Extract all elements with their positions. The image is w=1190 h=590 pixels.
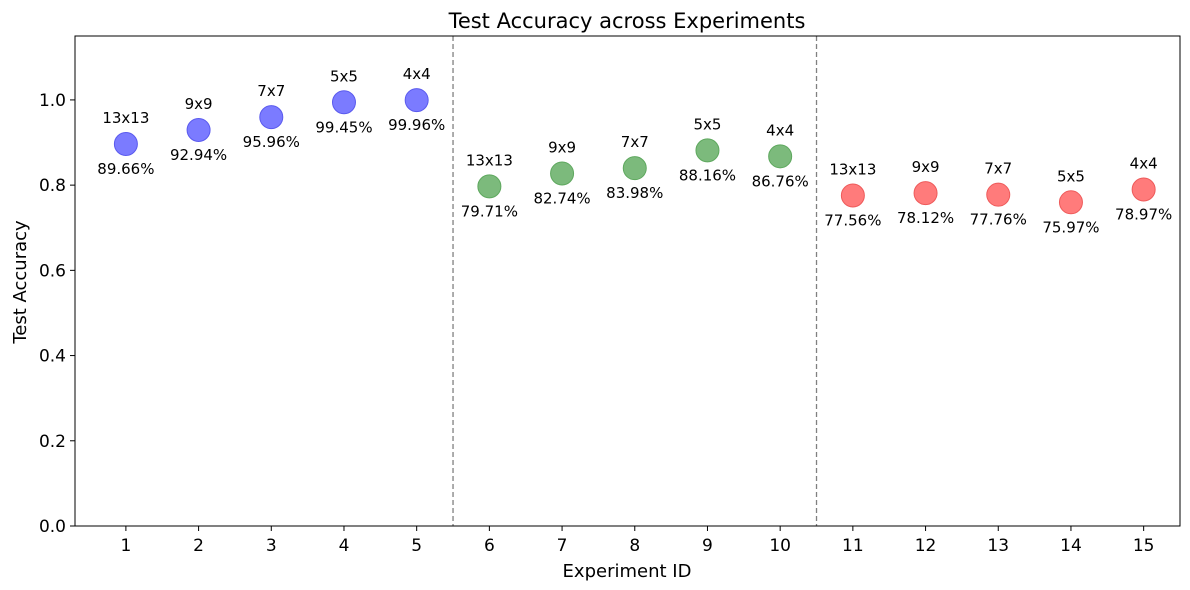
x-tick-label: 13: [987, 536, 1009, 556]
x-tick-label: 5: [411, 536, 422, 556]
accuracy-label-box: [747, 169, 814, 192]
x-tick-label: 10: [769, 536, 791, 556]
x-axis-label: Experiment ID: [563, 561, 692, 582]
kernel-label: 4x4: [403, 65, 431, 83]
data-point: [913, 181, 938, 206]
x-tick-label: 12: [915, 536, 937, 556]
data-point: [113, 131, 138, 156]
kernel-label: 7x7: [257, 82, 285, 100]
y-tick-label: 0.2: [39, 432, 66, 452]
x-tick-label: 8: [629, 536, 640, 556]
accuracy-label: 75.97%: [1042, 218, 1099, 236]
data-point: [768, 144, 793, 169]
y-axis-label: Test Accuracy: [10, 220, 31, 345]
x-tick-label: 15: [1133, 536, 1155, 556]
kernel-label: 4x4: [1130, 155, 1158, 173]
accuracy-label-box: [601, 181, 668, 204]
data-point: [1131, 177, 1156, 202]
data-point: [331, 90, 356, 115]
data-point: [622, 156, 647, 181]
accuracy-label: 88.16%: [679, 166, 736, 184]
accuracy-label: 77.56%: [824, 212, 881, 230]
y-tick-label: 1.0: [39, 91, 66, 111]
data-point: [695, 138, 720, 163]
x-tick-label: 3: [266, 536, 277, 556]
chart-title: Test Accuracy across Experiments: [448, 9, 806, 33]
kernel-label: 7x7: [984, 160, 1012, 178]
accuracy-label-box: [965, 207, 1032, 230]
accuracy-label: 78.97%: [1115, 206, 1172, 224]
data-point: [986, 182, 1011, 207]
plot-area: 0.00.20.40.60.81.01 2 3 4 5 6 7 8 9 10 11 12 13 14 151…: [39, 35, 1181, 556]
kernel-label: 13x13: [829, 161, 876, 179]
kernel-label: 4x4: [766, 121, 794, 139]
kernel-label: 7x7: [621, 133, 649, 151]
y-tick-label: 0.0: [39, 517, 66, 537]
plot-frame: [74, 35, 1181, 527]
accuracy-label-box: [165, 142, 232, 165]
y-tick-label: 0.8: [39, 176, 66, 196]
accuracy-label: 99.45%: [315, 118, 372, 136]
x-tick-label: 6: [484, 536, 495, 556]
x-tick-label: 2: [193, 536, 204, 556]
data-point: [550, 161, 575, 186]
accuracy-label: 82.74%: [533, 189, 590, 207]
accuracy-label: 79.71%: [461, 202, 518, 220]
data-point: [1058, 190, 1083, 215]
accuracy-label: 92.94%: [170, 146, 227, 164]
x-tick-label: 14: [1060, 536, 1082, 556]
accuracy-label-box: [892, 206, 959, 229]
data-point: [186, 117, 211, 142]
accuracy-label: 83.98%: [606, 184, 663, 202]
x-tick-label: 1: [120, 536, 131, 556]
accuracy-label-box: [1110, 202, 1177, 225]
accuracy-label-box: [238, 130, 305, 153]
accuracy-label-box: [456, 199, 523, 222]
x-tick-label: 4: [339, 536, 350, 556]
kernel-label: 5x5: [330, 67, 358, 85]
accuracy-label: 99.96%: [388, 116, 445, 134]
kernel-label: 9x9: [912, 158, 940, 176]
y-tick-label: 0.4: [39, 347, 66, 367]
x-tick-label: 9: [702, 536, 713, 556]
data-point: [477, 174, 502, 199]
kernel-label: 5x5: [693, 115, 721, 133]
accuracy-label: 89.66%: [97, 160, 154, 178]
accuracy-label-box: [383, 113, 450, 136]
kernel-label: 13x13: [466, 151, 513, 169]
kernel-label: 9x9: [185, 95, 213, 113]
accuracy-label-box: [674, 163, 741, 186]
y-tick-label: 0.6: [39, 261, 66, 281]
data-point: [840, 183, 865, 208]
accuracy-label-box: [529, 186, 596, 209]
kernel-label: 13x13: [102, 109, 149, 127]
x-tick-label: 11: [842, 536, 864, 556]
accuracy-label-box: [1037, 215, 1104, 238]
accuracy-label: 78.12%: [897, 209, 954, 227]
accuracy-label: 77.76%: [970, 211, 1027, 229]
x-tick-label: 7: [557, 536, 568, 556]
accuracy-label-box: [92, 156, 159, 179]
accuracy-label-box: [819, 208, 886, 231]
data-point: [404, 88, 429, 113]
accuracy-label: 95.96%: [243, 133, 300, 151]
accuracy-label: 86.76%: [752, 172, 809, 190]
kernel-label: 5x5: [1057, 167, 1085, 185]
kernel-label: 9x9: [548, 138, 576, 156]
accuracy-label-box: [310, 115, 377, 138]
data-point: [259, 105, 284, 130]
